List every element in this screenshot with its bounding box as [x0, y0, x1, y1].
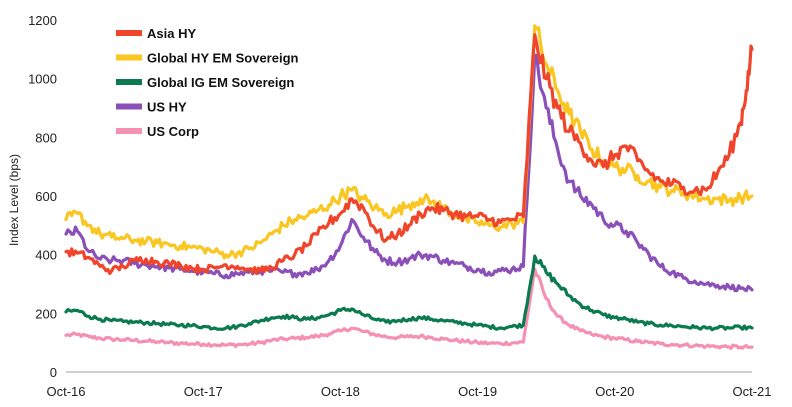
legend-label: US HY: [147, 100, 187, 115]
legend-label: Asia HY: [147, 26, 196, 41]
x-tick-label: Oct-19: [458, 384, 497, 399]
y-tick-label: 800: [35, 130, 57, 145]
legend-label: Global IG EM Sovereign: [147, 75, 294, 90]
y-tick-label: 600: [35, 189, 57, 204]
y-axis-title: Index Level (bps): [7, 154, 21, 246]
y-tick-label: 200: [35, 306, 57, 321]
series-line-global-hy-em-sovereign: [64, 24, 754, 260]
series-line-asia-hy: [64, 33, 754, 276]
x-tick-label: Oct-18: [321, 384, 360, 399]
y-axis-ticks: 0 200 400 600 800 1000 1200: [28, 13, 57, 380]
y-tick-label: 0: [50, 365, 57, 380]
series-layer: [64, 24, 754, 350]
series-line-us-corp: [64, 267, 754, 350]
series-line-us-hy: [64, 53, 754, 293]
y-tick-label: 400: [35, 248, 57, 263]
series-line-global-ig-em-sovereign: [64, 254, 754, 332]
y-tick-label: 1200: [28, 13, 57, 28]
x-tick-label: Oct-17: [184, 384, 223, 399]
legend-label: US Corp: [147, 124, 199, 139]
x-tick-label: Oct-21: [732, 384, 771, 399]
x-tick-label: Oct-16: [46, 384, 85, 399]
y-tick-label: 1000: [28, 72, 57, 87]
legend-label: Global HY EM Sovereign: [147, 51, 299, 66]
legend: Asia HY Global HY EM Sovereign Global IG E…: [116, 26, 299, 139]
x-axis-ticks: Oct-16 Oct-17 Oct-18 Oct-19 Oct-20 Oct-21: [46, 384, 771, 399]
x-tick-label: Oct-20: [595, 384, 634, 399]
